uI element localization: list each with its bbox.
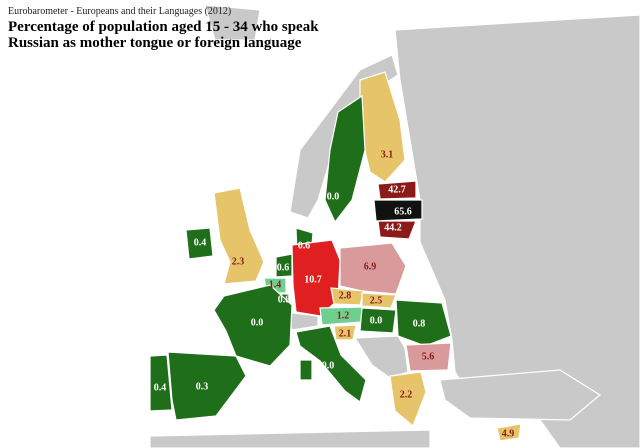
value-label: 1.2 [337, 310, 350, 321]
value-label: 0.8 [278, 294, 291, 305]
value-label: 0.0 [327, 191, 340, 202]
value-label: 0.0 [322, 360, 335, 371]
value-label: 2.1 [339, 328, 352, 339]
value-label: 2.3 [232, 256, 245, 267]
country [339, 242, 407, 295]
iceland [204, 4, 261, 41]
title-line: Russian as mother tongue or foreign lang… [8, 35, 302, 51]
country [361, 292, 397, 309]
country [395, 299, 452, 347]
country [373, 199, 423, 222]
value-label: 0.4 [154, 382, 167, 393]
country [359, 307, 397, 334]
country [377, 220, 417, 240]
value-label: 44.2 [384, 222, 402, 233]
value-label: 10.7 [304, 274, 322, 285]
country [405, 342, 452, 372]
country [213, 187, 265, 285]
title-line: Percentage of population aged 15 - 34 wh… [8, 19, 319, 35]
country [330, 287, 365, 306]
country [213, 284, 293, 367]
value-label: 42.7 [388, 184, 406, 195]
value-label: 2.5 [370, 295, 383, 306]
value-label: 1.4 [269, 279, 282, 290]
value-label: 0.6 [298, 240, 311, 251]
countries [149, 71, 522, 442]
value-label: 3.1 [381, 149, 394, 160]
value-label: 2.8 [339, 290, 352, 301]
country [185, 227, 214, 260]
value-label: 0.3 [196, 381, 209, 392]
value-label: 2.2 [400, 389, 413, 400]
country [389, 371, 427, 427]
value-label: 0.8 [413, 318, 426, 329]
country [333, 324, 357, 341]
labels: 3.1 0.0 42.7 65.6 44.2 0.4 2.3 0.6 0.6 1.4 0.8 10.7… [154, 149, 515, 439]
country [275, 253, 293, 278]
value-label: 0.6 [277, 262, 290, 273]
country [496, 423, 522, 442]
value-label: 65.6 [394, 206, 412, 217]
value-label: 0.0 [251, 317, 264, 328]
turkey [439, 369, 602, 421]
country [167, 351, 247, 421]
country [324, 94, 366, 224]
country [149, 354, 173, 412]
russia-east [394, 14, 640, 448]
country [295, 325, 367, 404]
non-eu-land [149, 4, 640, 448]
value-label: 6.9 [364, 261, 377, 272]
value-label: 4.9 [502, 428, 515, 439]
country [377, 180, 417, 200]
value-label: 5.6 [422, 351, 435, 362]
africa [149, 429, 431, 448]
source: Eurobarometer - Europeans and their Lang… [8, 6, 231, 17]
value-label: 0.4 [194, 237, 207, 248]
value-label: 0.0 [370, 315, 383, 326]
